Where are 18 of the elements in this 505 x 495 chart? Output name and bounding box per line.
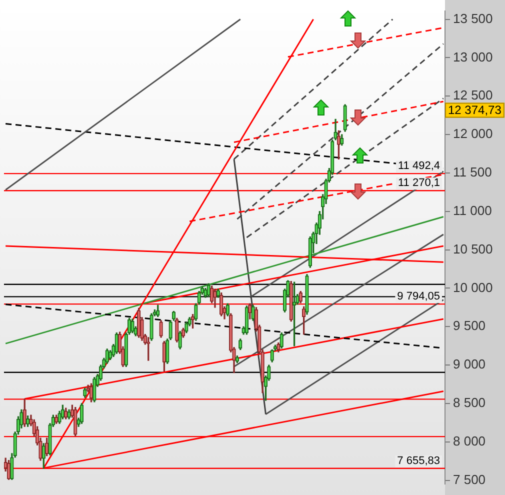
y-tick-label: 12 500	[453, 88, 493, 103]
y-tick-label: 8 000	[453, 434, 486, 449]
y-tick-label: 11 500	[453, 164, 492, 180]
ref-line-label: 11 492,4	[398, 160, 440, 172]
y-tick-label: 13 500	[453, 10, 493, 26]
y-tick-label: 13 000	[453, 49, 493, 64]
y-tick-label: 9 500	[453, 318, 486, 334]
ref-line-label: 9 794,05	[397, 290, 440, 303]
text: 12 374,73	[448, 103, 502, 118]
y-tick-label: 9 000	[453, 356, 486, 372]
y-tick-label: 11 000	[453, 202, 492, 218]
y-tick-label: 12 000	[453, 126, 493, 142]
y-tick-label: 10 500	[453, 241, 493, 256]
ref-line-label: 11 270,1	[398, 177, 440, 190]
y-tick-label: 10 000	[453, 280, 493, 295]
y-tick-label: 8 500	[453, 395, 486, 410]
y-tick-label: 7 500	[453, 472, 486, 487]
ref-line-label: 7 655,83	[397, 454, 440, 467]
